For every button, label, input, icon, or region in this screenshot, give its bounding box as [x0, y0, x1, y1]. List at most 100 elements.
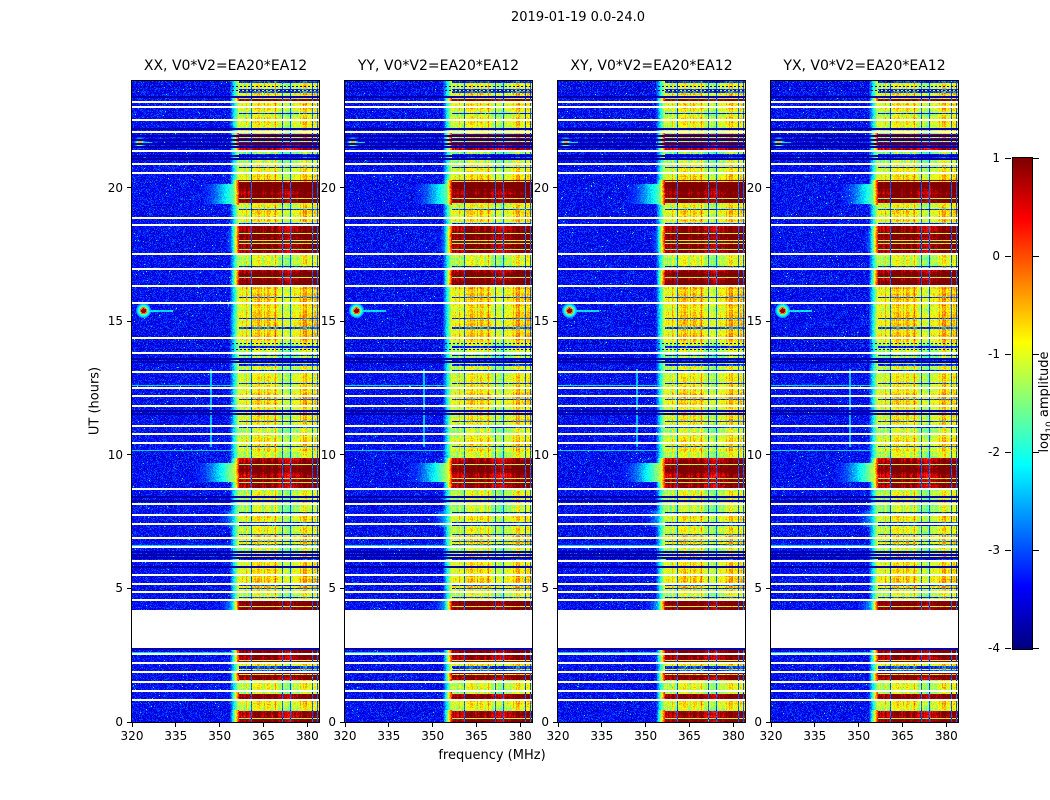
x-tick — [519, 723, 521, 727]
x-tick-label: 350 — [634, 729, 658, 743]
y-tick-label: 10 — [533, 447, 549, 462]
colorbar-label-suffix: amplitude — [1037, 351, 1050, 418]
y-tick-label: 10 — [107, 447, 123, 462]
x-tick-label: 335 — [164, 729, 188, 743]
y-tick-label: 0 — [754, 715, 762, 729]
colorbar-tick-label: -1 — [988, 347, 1000, 361]
y-tick — [553, 721, 557, 723]
y-tick-label: 5 — [541, 581, 549, 596]
spectrogram-panel-xy — [557, 80, 746, 723]
x-tick-label: 320 — [120, 729, 144, 743]
y-tick — [127, 320, 131, 322]
x-tick-label: 320 — [759, 729, 783, 743]
y-tick — [553, 187, 557, 189]
x-tick-label: 350 — [208, 729, 232, 743]
panel-title-yy: YY, V0*V2=EA20*EA12 — [357, 58, 520, 74]
y-tick-label: 0 — [541, 715, 549, 729]
colorbar-tick-left — [1005, 353, 1011, 355]
x-tick-label: 380 — [295, 729, 319, 743]
panel-title-xx: XX, V0*V2=EA20*EA12 — [143, 58, 308, 74]
y-tick-label: 0 — [328, 715, 336, 729]
spectrogram-panel-yx — [770, 80, 959, 723]
y-tick-label: 20 — [320, 180, 336, 195]
y-tick — [127, 187, 131, 189]
x-tick — [306, 723, 308, 727]
y-tick — [127, 454, 131, 456]
y-tick — [766, 454, 770, 456]
x-tick — [344, 723, 346, 727]
x-tick-label: 365 — [465, 729, 488, 743]
colorbar-tick-right — [1033, 549, 1039, 551]
x-axis-label: frequency (MHz) — [438, 748, 546, 763]
y-tick-label: 15 — [746, 314, 762, 329]
x-tick — [814, 723, 816, 727]
colorbar-tick-left — [1005, 647, 1011, 649]
colorbar-label: log10 amplitude — [1037, 351, 1050, 452]
x-tick — [732, 723, 734, 727]
colorbar-gradient — [1012, 157, 1033, 650]
y-tick-label: 20 — [107, 180, 123, 195]
y-axis-label: UT (hours) — [87, 366, 103, 436]
x-tick-label: 365 — [891, 729, 914, 743]
spectrogram-panel-xx — [131, 80, 320, 723]
x-tick-label: 335 — [590, 729, 614, 743]
y-tick-label: 20 — [533, 180, 549, 195]
x-tick — [219, 723, 221, 727]
x-tick-label: 350 — [847, 729, 871, 743]
x-tick — [858, 723, 860, 727]
y-tick-label: 5 — [328, 581, 336, 596]
x-tick — [475, 723, 477, 727]
colorbar-tick-right — [1033, 647, 1039, 649]
colorbar-tick-left — [1005, 157, 1011, 159]
colorbar-tick-right — [1033, 255, 1039, 257]
colorbar-tick-left — [1005, 451, 1011, 453]
x-tick — [901, 723, 903, 727]
y-tick — [766, 320, 770, 322]
y-tick-label: 10 — [746, 447, 762, 462]
y-tick — [340, 187, 344, 189]
colorbar-tick-left — [1005, 549, 1011, 551]
x-tick — [432, 723, 434, 727]
y-tick-label: 10 — [320, 447, 336, 462]
colorbar-tick-right — [1033, 157, 1039, 159]
spectrogram-panel-yy — [344, 80, 533, 723]
y-tick-label: 5 — [115, 581, 123, 596]
panel-title-yx: YX, V0*V2=EA20*EA12 — [783, 58, 946, 74]
colorbar-label-sub: 10 — [1044, 421, 1050, 433]
y-tick — [766, 187, 770, 189]
x-tick — [688, 723, 690, 727]
y-tick — [340, 587, 344, 589]
x-tick — [175, 723, 177, 727]
x-tick — [388, 723, 390, 727]
x-tick — [262, 723, 264, 727]
y-tick — [340, 454, 344, 456]
colorbar-tick-label: -4 — [988, 641, 1000, 655]
y-tick — [340, 721, 344, 723]
y-tick — [553, 587, 557, 589]
y-tick-label: 5 — [754, 581, 762, 596]
x-tick — [645, 723, 647, 727]
colorbar-tick-label: -3 — [988, 543, 1000, 557]
x-tick-label: 380 — [508, 729, 532, 743]
x-tick — [131, 723, 133, 727]
panel-title-xy: XY, V0*V2=EA20*EA12 — [570, 58, 733, 74]
colorbar-tick-right — [1033, 451, 1039, 453]
x-tick-label: 320 — [333, 729, 357, 743]
x-tick-label: 335 — [377, 729, 401, 743]
colorbar-tick-left — [1005, 255, 1011, 257]
y-tick — [766, 587, 770, 589]
x-tick — [557, 723, 559, 727]
y-tick — [553, 454, 557, 456]
x-tick-label: 365 — [252, 729, 275, 743]
y-tick — [340, 320, 344, 322]
colorbar-tick-right — [1033, 353, 1039, 355]
y-tick — [553, 320, 557, 322]
y-tick-label: 15 — [320, 314, 336, 329]
y-tick — [127, 721, 131, 723]
x-tick-label: 350 — [421, 729, 445, 743]
x-tick-label: 380 — [934, 729, 958, 743]
y-tick-label: 15 — [107, 314, 123, 329]
colorbar-tick-label: -2 — [988, 445, 1000, 459]
y-tick-label: 0 — [115, 715, 123, 729]
y-tick — [127, 587, 131, 589]
